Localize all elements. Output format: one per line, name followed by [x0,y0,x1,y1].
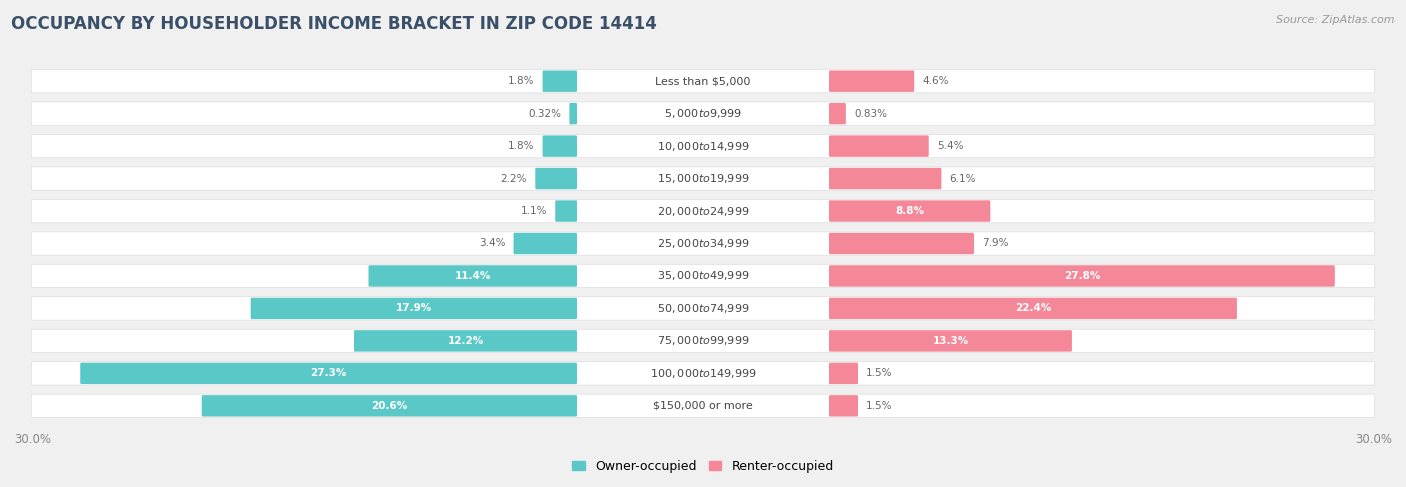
Text: 5.4%: 5.4% [936,141,963,151]
Text: $25,000 to $34,999: $25,000 to $34,999 [657,237,749,250]
FancyBboxPatch shape [31,102,1375,125]
Text: 12.2%: 12.2% [447,336,484,346]
Text: 1.1%: 1.1% [520,206,547,216]
Text: $75,000 to $99,999: $75,000 to $99,999 [657,335,749,347]
FancyBboxPatch shape [250,298,576,319]
FancyBboxPatch shape [31,297,1375,320]
FancyBboxPatch shape [31,70,1375,93]
Text: $35,000 to $49,999: $35,000 to $49,999 [657,269,749,282]
FancyBboxPatch shape [830,103,846,124]
Text: 4.6%: 4.6% [922,76,949,86]
Text: 1.8%: 1.8% [508,76,534,86]
Text: 22.4%: 22.4% [1015,303,1052,314]
Text: 0.83%: 0.83% [853,109,887,119]
FancyBboxPatch shape [555,200,576,222]
Text: 1.8%: 1.8% [508,141,534,151]
Text: $50,000 to $74,999: $50,000 to $74,999 [657,302,749,315]
FancyBboxPatch shape [830,135,929,157]
Text: 7.9%: 7.9% [983,239,1008,248]
FancyBboxPatch shape [569,103,576,124]
FancyBboxPatch shape [31,362,1375,385]
Text: $100,000 to $149,999: $100,000 to $149,999 [650,367,756,380]
Text: $20,000 to $24,999: $20,000 to $24,999 [657,205,749,218]
Text: $10,000 to $14,999: $10,000 to $14,999 [657,140,749,152]
FancyBboxPatch shape [31,134,1375,158]
Text: 2.2%: 2.2% [501,173,527,184]
FancyBboxPatch shape [830,168,942,189]
Text: 6.1%: 6.1% [949,173,976,184]
FancyBboxPatch shape [830,363,858,384]
Text: 11.4%: 11.4% [454,271,491,281]
FancyBboxPatch shape [368,265,576,287]
FancyBboxPatch shape [31,232,1375,255]
Legend: Owner-occupied, Renter-occupied: Owner-occupied, Renter-occupied [568,455,838,478]
FancyBboxPatch shape [830,71,914,92]
FancyBboxPatch shape [31,329,1375,353]
FancyBboxPatch shape [31,264,1375,288]
Text: 1.5%: 1.5% [866,368,893,378]
FancyBboxPatch shape [80,363,576,384]
FancyBboxPatch shape [31,167,1375,190]
Text: 17.9%: 17.9% [395,303,432,314]
FancyBboxPatch shape [830,395,858,416]
FancyBboxPatch shape [543,135,576,157]
FancyBboxPatch shape [830,200,990,222]
Text: Less than $5,000: Less than $5,000 [655,76,751,86]
Text: Source: ZipAtlas.com: Source: ZipAtlas.com [1277,15,1395,25]
Text: OCCUPANCY BY HOUSEHOLDER INCOME BRACKET IN ZIP CODE 14414: OCCUPANCY BY HOUSEHOLDER INCOME BRACKET … [11,15,657,33]
FancyBboxPatch shape [31,394,1375,417]
Text: 27.3%: 27.3% [311,368,347,378]
Text: 1.5%: 1.5% [866,401,893,411]
FancyBboxPatch shape [543,71,576,92]
FancyBboxPatch shape [201,395,576,416]
FancyBboxPatch shape [830,265,1334,287]
FancyBboxPatch shape [830,298,1237,319]
Text: $5,000 to $9,999: $5,000 to $9,999 [664,107,742,120]
Text: $15,000 to $19,999: $15,000 to $19,999 [657,172,749,185]
Text: 13.3%: 13.3% [932,336,969,346]
Text: 0.32%: 0.32% [529,109,561,119]
Text: 27.8%: 27.8% [1064,271,1099,281]
FancyBboxPatch shape [536,168,576,189]
FancyBboxPatch shape [830,330,1071,352]
FancyBboxPatch shape [354,330,576,352]
FancyBboxPatch shape [31,199,1375,223]
Text: 8.8%: 8.8% [896,206,924,216]
FancyBboxPatch shape [830,233,974,254]
FancyBboxPatch shape [513,233,576,254]
Text: $150,000 or more: $150,000 or more [654,401,752,411]
Text: 20.6%: 20.6% [371,401,408,411]
Text: 3.4%: 3.4% [479,239,505,248]
